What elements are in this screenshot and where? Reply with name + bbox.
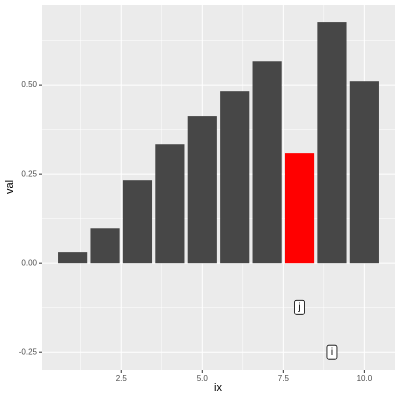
annotation-label: j	[297, 302, 300, 313]
y-tick-label: 0.25	[21, 169, 37, 178]
bar	[122, 180, 153, 264]
y-axis-title: val	[4, 180, 16, 194]
x-tick-label: 2.5	[116, 374, 128, 383]
y-tick-label: -0.25	[19, 347, 38, 356]
bar	[284, 153, 315, 264]
annotation-box	[294, 299, 305, 315]
bar	[252, 61, 282, 264]
bar	[90, 228, 120, 264]
annotation-label: i	[331, 347, 333, 358]
x-tick-label: 5.0	[197, 374, 209, 383]
bar	[58, 252, 88, 264]
x-tick-label: 10.0	[357, 374, 373, 383]
bar	[187, 116, 217, 264]
bar	[317, 22, 347, 264]
x-tick-label: 7.5	[278, 374, 290, 383]
bar	[349, 81, 379, 264]
bar	[220, 91, 250, 264]
y-tick-label: 0.50	[21, 80, 37, 89]
x-axis-title: ix	[214, 382, 222, 394]
y-tick-label: 0.00	[21, 258, 37, 267]
bar	[155, 144, 185, 264]
annotation-box	[326, 344, 338, 360]
